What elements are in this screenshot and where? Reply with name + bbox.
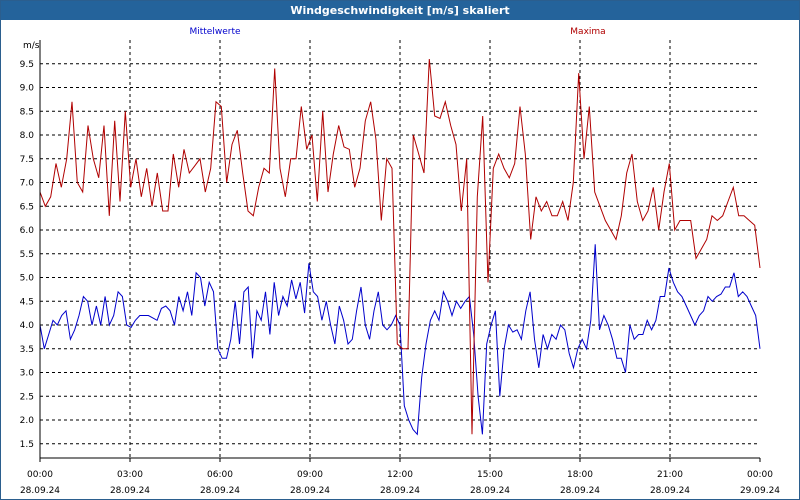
legend-maxima: Maxima (570, 27, 605, 37)
y-tick-label: 4.0 (20, 321, 35, 331)
x-tick-date: 28.09.24 (380, 486, 420, 496)
y-tick-label: 7.0 (20, 179, 35, 189)
legend-mittelwerte: Mittelwerte (189, 27, 240, 37)
y-tick-label: 3.0 (20, 369, 35, 379)
y-tick-label: 6.0 (20, 226, 35, 236)
x-tick-time: 09:00 (297, 470, 323, 480)
x-tick-time: 12:00 (387, 470, 413, 480)
x-tick-date: 28.09.24 (200, 486, 240, 496)
y-tick-label: 5.0 (20, 274, 35, 284)
x-tick-time: 00:00 (747, 470, 773, 480)
y-tick-label: 8.5 (20, 107, 34, 117)
x-tick-time: 21:00 (657, 470, 683, 480)
x-tick-date: 28.09.24 (560, 486, 600, 496)
y-axis-label: m/s (23, 41, 40, 51)
x-tick-date: 29.09.24 (740, 486, 780, 496)
series-mittelwerte-line (39, 244, 761, 436)
y-tick-label: 1.5 (20, 440, 34, 450)
y-tick-label: 5.5 (20, 250, 34, 260)
x-tick-time: 18:00 (567, 470, 593, 480)
axes: 1.5 2.0 2.5 3.0 3.5 4.0 4.5 5.0 5.5 6.0 6.5 7.0 7.5 8… (20, 40, 780, 496)
series-maxima-line (39, 58, 761, 435)
y-tick-label: 6.5 (20, 202, 34, 212)
x-tick-date: 28.09.24 (470, 486, 510, 496)
y-tick-label: 4.5 (20, 297, 34, 307)
y-tick-label: 9.0 (20, 84, 35, 94)
x-tick-date: 28.09.24 (290, 486, 330, 496)
y-tick-label: 7.5 (20, 155, 34, 165)
x-tick-time: 15:00 (477, 470, 503, 480)
y-tick-label: 3.5 (20, 345, 34, 355)
x-tick-time: 00:00 (27, 470, 53, 480)
window-title: Windgeschwindigkeit [m/s] skaliert (1, 1, 799, 20)
y-tick-label: 2.5 (20, 392, 34, 402)
series-layer (39, 58, 761, 436)
x-tick-date: 28.09.24 (20, 486, 60, 496)
x-tick-time: 06:00 (207, 470, 233, 480)
y-tick-label: 2.0 (20, 416, 35, 426)
x-tick-date: 28.09.24 (110, 486, 150, 496)
x-tick-time: 03:00 (117, 470, 143, 480)
x-tick-date: 28.09.24 (650, 486, 690, 496)
grid (40, 40, 760, 458)
y-tick-label: 8.0 (20, 131, 35, 141)
y-tick-label: 9.5 (20, 60, 34, 70)
